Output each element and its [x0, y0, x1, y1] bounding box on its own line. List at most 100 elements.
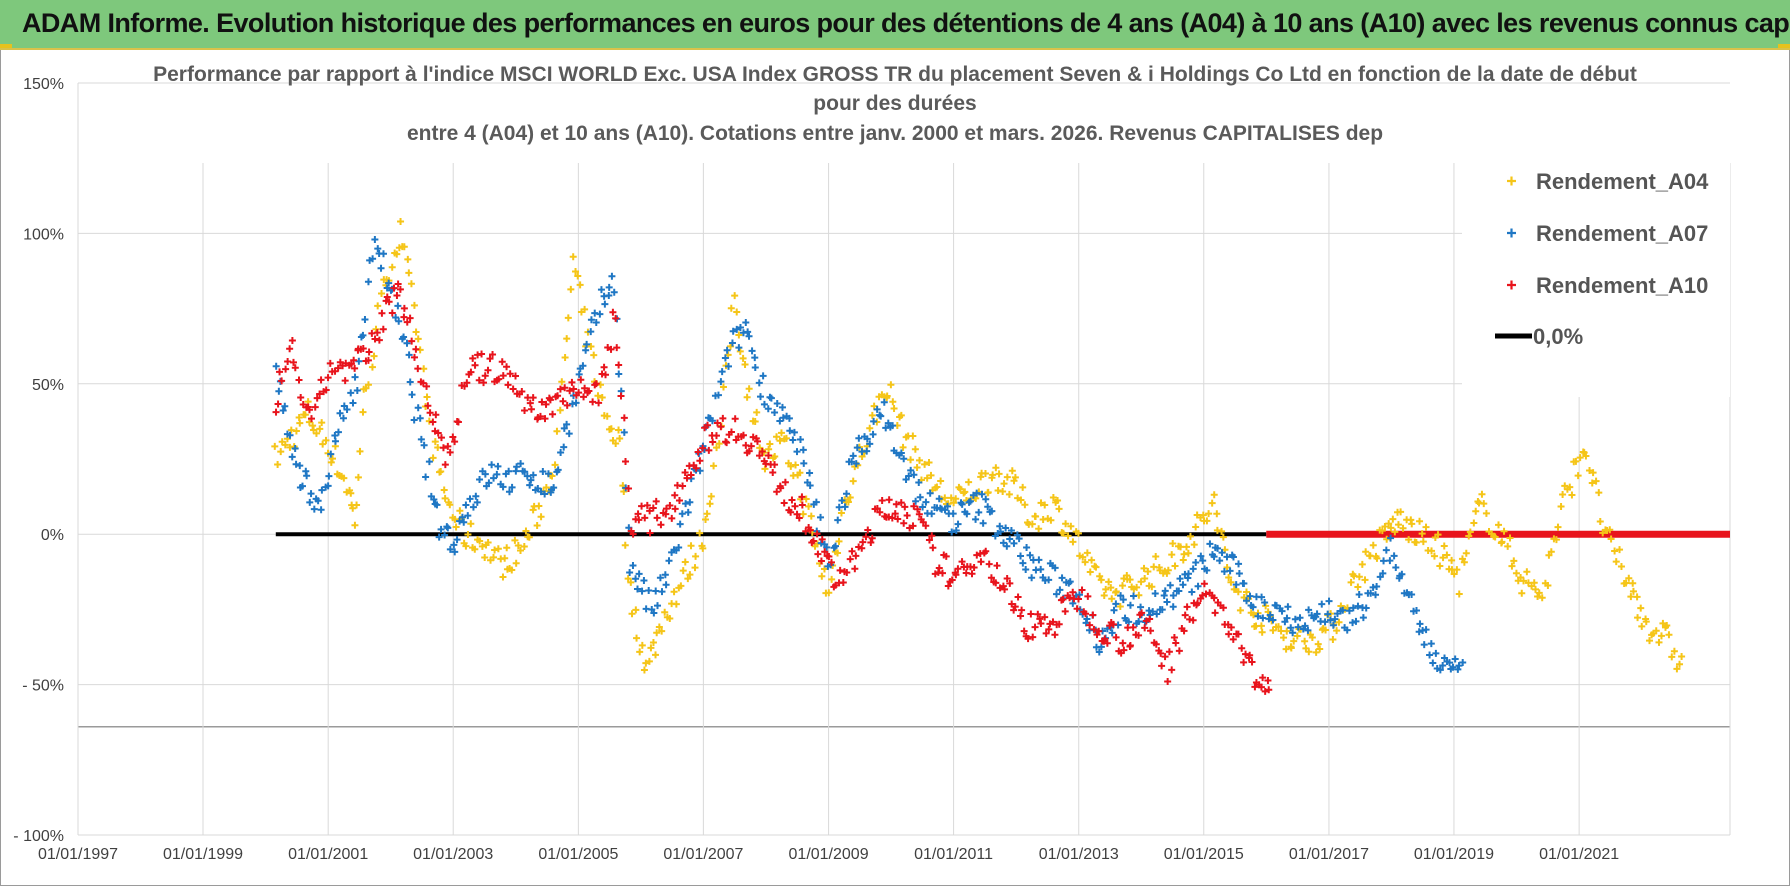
data-point: [1214, 544, 1222, 552]
data-point: [511, 536, 519, 544]
data-point: [1010, 606, 1018, 614]
data-point: [758, 447, 766, 455]
data-point: [1153, 610, 1161, 618]
data-point: [675, 543, 683, 551]
data-point: [336, 409, 344, 417]
data-point: [624, 575, 632, 583]
data-point: [979, 519, 987, 527]
data-point: [383, 293, 391, 301]
data-point: [1443, 551, 1451, 559]
data-point: [629, 561, 637, 569]
data-point: [806, 526, 814, 534]
data-point: [501, 554, 509, 562]
y-tick-label: 100%: [23, 226, 64, 243]
data-point: [703, 510, 711, 518]
data-point: [437, 467, 445, 475]
data-point: [1572, 457, 1580, 465]
data-point: [1035, 556, 1043, 564]
data-point: [790, 428, 798, 436]
data-point: [512, 559, 520, 567]
data-point: [656, 574, 664, 582]
data-point: [1103, 639, 1111, 647]
data-point: [1450, 570, 1458, 578]
data-point: [855, 434, 863, 442]
y-tick-label: 0%: [41, 527, 64, 544]
data-point: [512, 372, 520, 380]
legend-box: [1462, 152, 1730, 397]
data-point: [852, 552, 860, 560]
data-point: [1210, 594, 1218, 602]
data-point: [480, 379, 488, 387]
data-point: [313, 394, 321, 402]
data-point: [570, 385, 578, 393]
data-point: [736, 323, 744, 331]
data-point: [1607, 535, 1615, 543]
data-point: [756, 452, 764, 460]
data-point: [878, 497, 886, 505]
data-point: [672, 600, 680, 608]
data-point: [605, 283, 613, 291]
data-point: [1028, 520, 1036, 528]
data-point: [549, 410, 557, 418]
data-point: [825, 589, 833, 597]
data-point: [1202, 590, 1210, 598]
data-point: [1333, 627, 1341, 635]
data-point: [441, 531, 449, 539]
data-point: [521, 468, 529, 476]
data-point: [1426, 651, 1434, 659]
data-point: [653, 514, 661, 522]
data-point: [776, 437, 784, 445]
data-point: [1625, 574, 1633, 582]
data-point: [873, 505, 881, 513]
data-point: [1436, 666, 1444, 674]
data-point: [476, 475, 484, 483]
data-point: [1101, 635, 1109, 643]
data-point: [1589, 469, 1597, 477]
data-point: [563, 401, 571, 409]
data-point: [296, 419, 304, 427]
data-point: [1023, 544, 1031, 552]
data-point: [522, 527, 530, 535]
data-point: [928, 532, 936, 540]
data-point: [1339, 606, 1347, 614]
data-point: [432, 411, 440, 419]
data-point: [1049, 494, 1057, 502]
data-point: [508, 483, 516, 491]
data-point: [713, 444, 721, 452]
data-point: [1011, 603, 1019, 611]
data-point: [1056, 586, 1064, 594]
data-point: [495, 375, 503, 383]
data-point: [880, 398, 888, 406]
data-point: [463, 379, 471, 387]
data-point: [628, 610, 636, 618]
data-point: [846, 555, 854, 563]
data-point: [1164, 566, 1172, 574]
data-point: [1090, 625, 1098, 633]
data-point: [963, 510, 971, 518]
data-point: [1449, 663, 1457, 671]
data-point: [1668, 653, 1676, 661]
data-point: [1659, 619, 1667, 627]
data-point: [997, 528, 1005, 536]
data-point: [1234, 588, 1242, 596]
data-point: [1208, 499, 1216, 507]
data-point: [839, 579, 847, 587]
data-point: [681, 558, 689, 566]
data-point: [713, 419, 721, 427]
data-point: [999, 487, 1007, 495]
data-point: [777, 484, 785, 492]
data-point: [798, 501, 806, 509]
data-point: [813, 530, 821, 538]
data-point: [714, 391, 722, 399]
legend-label: Rendement_A07: [1536, 221, 1708, 246]
data-point: [1069, 538, 1077, 546]
data-point: [1157, 649, 1165, 657]
data-point: [1194, 599, 1202, 607]
data-point: [733, 325, 741, 333]
data-point: [1642, 618, 1650, 626]
data-point: [1582, 452, 1590, 460]
data-point: [1242, 588, 1250, 596]
data-point: [961, 488, 969, 496]
data-point: [537, 513, 545, 521]
data-point: [1523, 568, 1531, 576]
